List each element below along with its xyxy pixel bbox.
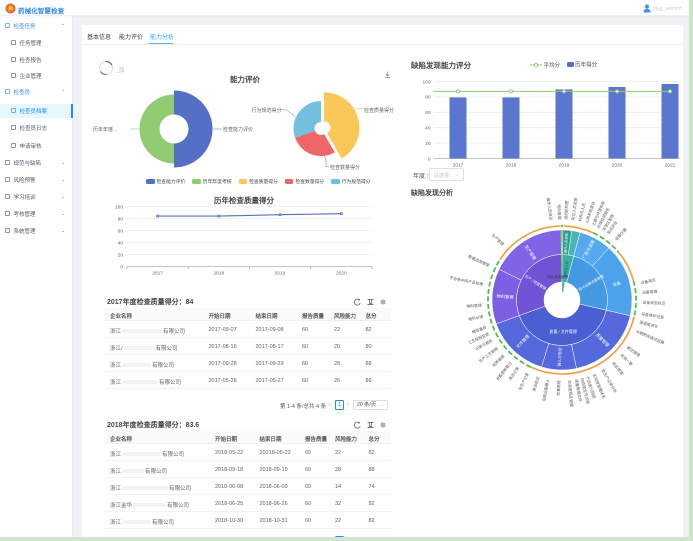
svg-text:操作人员培训: 操作人员培训 xyxy=(546,197,554,220)
svg-text:0: 0 xyxy=(428,156,431,162)
svg-text:温湿度调节: 温湿度调节 xyxy=(639,319,659,329)
svg-text:设备管理: 设备管理 xyxy=(642,289,658,295)
svg-text:物料仓储: 物料仓储 xyxy=(468,314,484,322)
svg-text:60: 60 xyxy=(118,228,124,234)
svg-text:生产管理: 生产管理 xyxy=(491,233,506,247)
svg-text:操作人员资质: 操作人员资质 xyxy=(563,232,569,253)
svg-text:2017: 2017 xyxy=(453,163,464,169)
svg-text:实验室样品管理: 实验室样品管理 xyxy=(567,380,574,407)
svg-text:稳定管理: 稳定管理 xyxy=(626,345,641,358)
svg-text:设备维护记录: 设备维护记录 xyxy=(641,311,665,320)
svg-text:80: 80 xyxy=(118,216,124,222)
svg-text:2020: 2020 xyxy=(612,163,623,169)
svg-text:设施设备确认: 设施设备确认 xyxy=(541,379,550,403)
svg-text:2018: 2018 xyxy=(213,271,224,277)
svg-text:批生产记录: 批生产记录 xyxy=(517,372,530,392)
svg-text:设备: 设备 xyxy=(612,279,623,288)
svg-text:60: 60 xyxy=(425,110,431,116)
svg-text:长期和加速试验箱: 长期和加速试验箱 xyxy=(635,329,665,346)
svg-text:2018: 2018 xyxy=(506,163,517,169)
svg-text:不合格中间产品处理: 不合格中间产品处理 xyxy=(449,275,484,286)
svg-text:20: 20 xyxy=(118,252,124,258)
svg-text:产品放行回顾: 产品放行回顾 xyxy=(585,376,597,399)
svg-text:100: 100 xyxy=(115,204,123,210)
svg-text:纸质管理: 纸质管理 xyxy=(491,354,506,368)
svg-text:40: 40 xyxy=(118,240,124,246)
svg-text:组织机构图: 组织机构图 xyxy=(563,200,569,219)
svg-text:100: 100 xyxy=(422,79,430,85)
svg-text:公用系统查验: 公用系统查验 xyxy=(584,201,596,224)
svg-text:40: 40 xyxy=(425,126,431,132)
svg-text:培训管理: 培训管理 xyxy=(557,204,563,220)
svg-text:机构与人员: 机构与人员 xyxy=(577,202,586,222)
svg-text:物料管理: 物料管理 xyxy=(497,293,515,301)
svg-text:检查管理: 检查管理 xyxy=(556,380,562,396)
svg-text:2021: 2021 xyxy=(665,163,676,169)
svg-text:设备清洁: 设备清洁 xyxy=(640,277,656,285)
svg-text:数据追溯管理: 数据追溯管理 xyxy=(468,254,491,268)
svg-text:80: 80 xyxy=(425,95,431,101)
svg-text:绿色通道管理: 绿色通道管理 xyxy=(547,274,568,279)
svg-text:质量 / 文件管理: 质量 / 文件管理 xyxy=(550,328,577,334)
svg-text:质量管理文件: 质量管理文件 xyxy=(574,379,583,403)
svg-text:20: 20 xyxy=(425,141,431,147)
svg-text:2019: 2019 xyxy=(275,271,286,277)
svg-text:物料管理: 物料管理 xyxy=(466,303,482,309)
svg-text:精密器具: 精密器具 xyxy=(471,325,487,335)
svg-text:设备仪器: 设备仪器 xyxy=(614,227,628,242)
svg-text:确认与验证: 确认与验证 xyxy=(557,347,563,366)
svg-text:2019: 2019 xyxy=(559,163,570,169)
svg-text:2020: 2020 xyxy=(336,271,347,277)
svg-text:机构与人员: 机构与人员 xyxy=(562,260,569,278)
svg-text:持续稳定性试验: 持续稳定性试验 xyxy=(580,377,591,404)
svg-text:岗位人员资质: 岗位人员资质 xyxy=(570,197,578,220)
svg-text:2017: 2017 xyxy=(152,271,163,277)
svg-text:检验一致: 检验一致 xyxy=(620,353,635,367)
svg-text:样品管理: 样品管理 xyxy=(611,361,625,376)
svg-text:清洁验证: 清洁验证 xyxy=(531,376,540,392)
svg-text:设备状态标识: 设备状态标识 xyxy=(642,300,665,306)
svg-text:0: 0 xyxy=(120,264,123,270)
